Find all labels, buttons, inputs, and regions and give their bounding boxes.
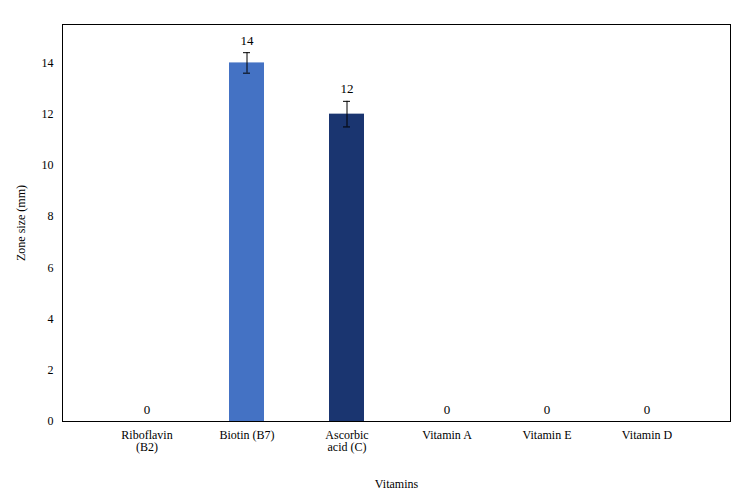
svg-text:12: 12 [341,81,354,96]
svg-text:Vitamin D: Vitamin D [622,428,673,442]
svg-text:Riboflavin(B2): Riboflavin(B2) [121,428,172,454]
svg-text:0: 0 [48,414,54,428]
svg-text:Vitamin E: Vitamin E [523,428,572,442]
svg-text:Vitamin A: Vitamin A [422,428,472,442]
svg-text:0: 0 [444,402,451,417]
svg-text:6: 6 [48,261,54,275]
svg-text:0: 0 [144,402,151,417]
svg-text:0: 0 [544,402,551,417]
svg-text:4: 4 [48,312,54,326]
svg-text:10: 10 [42,158,54,172]
svg-text:0: 0 [644,402,651,417]
svg-text:14: 14 [241,33,255,48]
svg-text:Zone size (mm): Zone size (mm) [14,185,28,261]
svg-text:8: 8 [48,209,54,223]
svg-text:Biotin (B7): Biotin (B7) [219,428,274,442]
svg-text:Vitamins: Vitamins [375,477,419,491]
svg-text:14: 14 [42,56,54,70]
svg-text:Ascorbicacid (C): Ascorbicacid (C) [325,428,368,454]
svg-text:2: 2 [48,363,54,377]
svg-text:12: 12 [42,107,54,121]
